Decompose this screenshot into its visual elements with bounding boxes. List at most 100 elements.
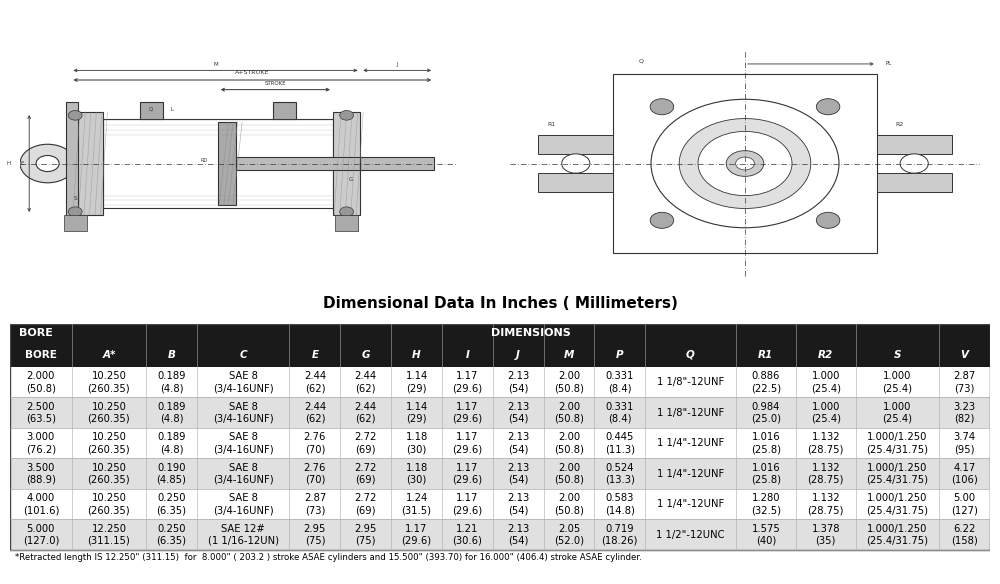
Text: SAE 8
(3/4-16UNF): SAE 8 (3/4-16UNF) bbox=[213, 371, 274, 393]
Circle shape bbox=[726, 151, 764, 176]
Text: 0.984
(25.0): 0.984 (25.0) bbox=[751, 402, 781, 424]
Text: 0.250
(6.35): 0.250 (6.35) bbox=[157, 493, 187, 515]
Text: 10.250
(260.35): 10.250 (260.35) bbox=[88, 493, 130, 515]
Circle shape bbox=[340, 207, 354, 217]
Text: 0.524
(13.3): 0.524 (13.3) bbox=[605, 463, 635, 485]
Text: 2.44
(62): 2.44 (62) bbox=[304, 371, 326, 393]
Text: 2.00
(50.8): 2.00 (50.8) bbox=[554, 432, 584, 454]
Text: V: V bbox=[961, 350, 969, 360]
Circle shape bbox=[650, 99, 674, 115]
Text: 1.17
(29.6): 1.17 (29.6) bbox=[452, 463, 482, 485]
Text: SAE 8
(3/4-16UNF): SAE 8 (3/4-16UNF) bbox=[213, 463, 274, 485]
Text: 1.17
(29.6): 1.17 (29.6) bbox=[452, 493, 482, 515]
Text: SAE 8
(3/4-16UNF): SAE 8 (3/4-16UNF) bbox=[213, 493, 274, 515]
FancyBboxPatch shape bbox=[10, 342, 990, 367]
Text: DIMENSIONS: DIMENSIONS bbox=[491, 328, 571, 338]
Text: I: I bbox=[465, 350, 469, 360]
Text: 2.44
(62): 2.44 (62) bbox=[355, 371, 377, 393]
Text: 0.189
(4.8): 0.189 (4.8) bbox=[157, 402, 186, 424]
Text: SAE 8
(3/4-16UNF): SAE 8 (3/4-16UNF) bbox=[213, 402, 274, 424]
FancyBboxPatch shape bbox=[66, 103, 78, 225]
FancyBboxPatch shape bbox=[10, 489, 990, 519]
Text: 2.500
(63.5): 2.500 (63.5) bbox=[26, 402, 56, 424]
Text: 1.132
(28.75): 1.132 (28.75) bbox=[808, 432, 844, 454]
Text: 1.378
(35): 1.378 (35) bbox=[812, 523, 840, 545]
Circle shape bbox=[68, 207, 82, 217]
Circle shape bbox=[816, 212, 840, 228]
Text: 1.000/1.250
(25.4/31.75): 1.000/1.250 (25.4/31.75) bbox=[866, 493, 928, 515]
Text: 1.17
(29.6): 1.17 (29.6) bbox=[452, 371, 482, 393]
Text: C: C bbox=[239, 350, 247, 360]
FancyBboxPatch shape bbox=[64, 215, 87, 231]
Text: 2.72
(69): 2.72 (69) bbox=[355, 463, 377, 485]
Circle shape bbox=[650, 212, 674, 228]
Circle shape bbox=[651, 99, 839, 228]
Text: R1: R1 bbox=[758, 350, 773, 360]
FancyBboxPatch shape bbox=[10, 324, 990, 342]
Text: 5.000
(127.0): 5.000 (127.0) bbox=[23, 523, 59, 545]
Text: 0.190
(4.85): 0.190 (4.85) bbox=[157, 463, 186, 485]
FancyBboxPatch shape bbox=[360, 157, 434, 170]
Text: 0.331
(8.4): 0.331 (8.4) bbox=[606, 402, 634, 424]
Text: 1.18
(30): 1.18 (30) bbox=[405, 432, 428, 454]
Circle shape bbox=[698, 131, 792, 196]
FancyBboxPatch shape bbox=[273, 103, 296, 119]
Text: 1 1/4"-12UNF: 1 1/4"-12UNF bbox=[657, 438, 724, 448]
Text: Q: Q bbox=[149, 106, 153, 112]
Text: 2.76
(70): 2.76 (70) bbox=[304, 463, 326, 485]
Text: R2: R2 bbox=[818, 350, 833, 360]
Text: H: H bbox=[6, 161, 11, 166]
FancyBboxPatch shape bbox=[877, 135, 952, 154]
Text: 0.719
(18.26): 0.719 (18.26) bbox=[602, 523, 638, 545]
FancyBboxPatch shape bbox=[140, 103, 163, 119]
Text: E: E bbox=[21, 161, 24, 166]
Text: 1.016
(25.8): 1.016 (25.8) bbox=[751, 432, 781, 454]
Text: 12.250
(311.15): 12.250 (311.15) bbox=[88, 523, 130, 545]
Text: RD: RD bbox=[200, 158, 208, 163]
Text: 1.132
(28.75): 1.132 (28.75) bbox=[808, 493, 844, 515]
Text: 1.24
(31.5): 1.24 (31.5) bbox=[402, 493, 432, 515]
Text: 10.250
(260.35): 10.250 (260.35) bbox=[88, 463, 130, 485]
Text: 3.74
(95): 3.74 (95) bbox=[954, 432, 976, 454]
Text: 2.13
(54): 2.13 (54) bbox=[507, 402, 529, 424]
FancyBboxPatch shape bbox=[103, 119, 333, 208]
Circle shape bbox=[340, 110, 354, 120]
Text: 1.14
(29): 1.14 (29) bbox=[405, 371, 428, 393]
Text: SAE 12#
(1 1/16-12UN): SAE 12# (1 1/16-12UN) bbox=[208, 523, 279, 545]
Text: 1.17
(29.6): 1.17 (29.6) bbox=[401, 523, 432, 545]
Text: 0.250
(6.35): 0.250 (6.35) bbox=[157, 523, 187, 545]
Text: 4.000
(101.6): 4.000 (101.6) bbox=[23, 493, 59, 515]
FancyBboxPatch shape bbox=[877, 173, 952, 193]
Text: 1.000
(25.4): 1.000 (25.4) bbox=[882, 402, 912, 424]
Text: A+STROKE: A+STROKE bbox=[235, 70, 270, 75]
Text: 0.189
(4.8): 0.189 (4.8) bbox=[157, 371, 186, 393]
Text: B: B bbox=[168, 350, 175, 360]
Text: PL: PL bbox=[886, 61, 892, 67]
Circle shape bbox=[562, 154, 590, 173]
FancyBboxPatch shape bbox=[10, 458, 990, 489]
FancyBboxPatch shape bbox=[236, 157, 360, 170]
Text: 2.13
(54): 2.13 (54) bbox=[507, 371, 529, 393]
Text: M: M bbox=[564, 350, 574, 360]
Circle shape bbox=[900, 154, 928, 173]
Text: BORE: BORE bbox=[19, 328, 53, 338]
Text: 0.583
(14.8): 0.583 (14.8) bbox=[605, 493, 635, 515]
Text: 3.23
(82): 3.23 (82) bbox=[954, 402, 976, 424]
Text: 6.22
(158): 6.22 (158) bbox=[951, 523, 978, 545]
FancyBboxPatch shape bbox=[10, 428, 990, 458]
Circle shape bbox=[816, 99, 840, 115]
Text: 10.250
(260.35): 10.250 (260.35) bbox=[88, 432, 130, 454]
Text: R1: R1 bbox=[548, 123, 556, 127]
Circle shape bbox=[736, 157, 754, 170]
Text: 1.18
(30): 1.18 (30) bbox=[405, 463, 428, 485]
Text: 2.00
(50.8): 2.00 (50.8) bbox=[554, 493, 584, 515]
Text: 1.17
(29.6): 1.17 (29.6) bbox=[452, 432, 482, 454]
Text: J: J bbox=[516, 350, 520, 360]
Text: 1 1/2"-12UNC: 1 1/2"-12UNC bbox=[656, 530, 725, 540]
Text: 1.14
(29): 1.14 (29) bbox=[405, 402, 428, 424]
Text: 3.000
(76.2): 3.000 (76.2) bbox=[26, 432, 56, 454]
Text: Dimensional Data In Inches ( Millimeters): Dimensional Data In Inches ( Millimeters… bbox=[323, 296, 677, 311]
FancyBboxPatch shape bbox=[10, 398, 990, 428]
Text: 1 1/4"-12UNF: 1 1/4"-12UNF bbox=[657, 468, 724, 479]
Text: 5.00
(127): 5.00 (127) bbox=[951, 493, 978, 515]
